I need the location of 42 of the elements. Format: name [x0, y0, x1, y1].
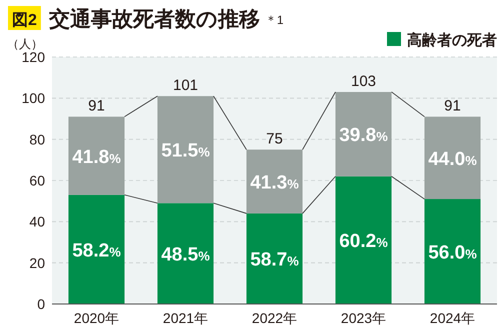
- annotation: 58.7%: [250, 250, 300, 271]
- bar: [157, 96, 214, 204]
- annotation: 48.5%: [161, 244, 210, 266]
- bar: [68, 116, 125, 195]
- y-tick-label: 0: [37, 296, 46, 312]
- y-tick-label: 40: [29, 214, 46, 230]
- bar: [424, 199, 481, 304]
- caption: 図2: [12, 12, 37, 29]
- text: ＊1: [264, 13, 284, 27]
- bar: [424, 116, 481, 200]
- total-label: 103: [350, 72, 376, 90]
- bar: [246, 213, 303, 304]
- x-tick-label: 2021年: [162, 310, 208, 326]
- bar: [335, 176, 392, 304]
- total-label: 91: [88, 98, 105, 115]
- annotation: 56.0%: [428, 242, 478, 264]
- bar: [335, 92, 392, 176]
- total-label: 91: [444, 98, 461, 115]
- bar: [68, 194, 125, 304]
- legend-label: 高齢者の死者: [407, 31, 497, 49]
- total-label: 75: [266, 130, 283, 148]
- annotation: 41.3%: [250, 172, 300, 194]
- annotation: 58.2%: [72, 240, 122, 262]
- y-tick-label: 20: [29, 254, 46, 271]
- annotation: 60.2%: [339, 231, 388, 252]
- y-tick-label: 60: [29, 172, 46, 188]
- bar: [246, 150, 303, 214]
- annotation: 51.5%: [161, 140, 210, 162]
- x-tick-label: 2023年: [340, 310, 386, 326]
- x-tick-label: 2022年: [252, 310, 298, 326]
- y-axis-title: （人）: [7, 37, 43, 51]
- x-tick-label: 2024年: [430, 310, 476, 326]
- y-tick-label: 80: [29, 131, 46, 148]
- y-tick-label: 100: [22, 90, 46, 106]
- total-label: 101: [172, 77, 198, 94]
- x-tick-label: 2020年: [74, 310, 120, 326]
- annotation: 41.8%: [72, 146, 122, 168]
- annotation: 39.8%: [339, 125, 388, 146]
- annotation: 44.0%: [428, 148, 478, 170]
- y-tick-label: 120: [22, 49, 46, 65]
- bar: [157, 203, 214, 304]
- chart-title: 交通事故死者数の推移: [48, 7, 260, 31]
